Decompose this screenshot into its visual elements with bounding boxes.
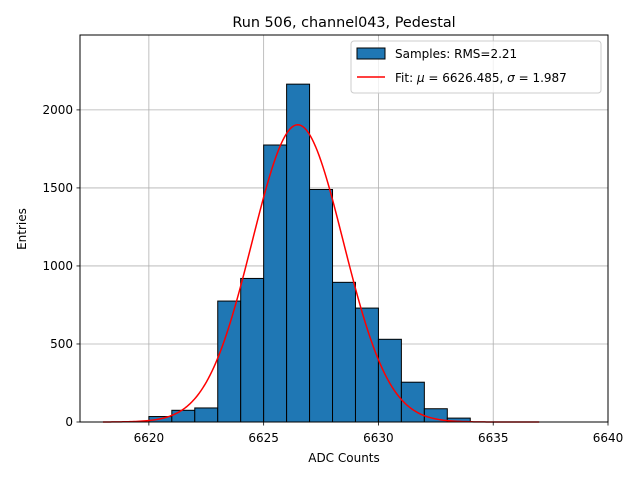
- legend-fit-mu-value: = 6626.485,: [425, 71, 508, 85]
- legend-fit-sigma-symbol: σ: [507, 71, 515, 85]
- legend-fit-mu-symbol: μ: [416, 71, 425, 85]
- legend-fit-prefix: Fit:: [395, 71, 417, 85]
- histogram-bar-4: [240, 277, 265, 423]
- y-tick-label-0: 0: [65, 415, 73, 429]
- x-tick-label-3: 6635: [478, 431, 509, 445]
- histogram-bar-3: [217, 300, 242, 423]
- legend-label-samples: Samples: RMS=2.21: [395, 47, 517, 61]
- x-axis-label: ADC Counts: [308, 451, 380, 465]
- y-axis-ticks: 0 500 1000 1500 2000: [42, 103, 80, 429]
- x-axis-ticks: 6620 6625 6630 6635 6640: [134, 422, 624, 445]
- y-tick-label-3: 1500: [42, 181, 73, 195]
- x-tick-label-2: 6630: [363, 431, 394, 445]
- x-tick-label-1: 6625: [248, 431, 279, 445]
- histogram-bar-8: [332, 281, 356, 423]
- histogram-bar-1: [171, 409, 196, 423]
- y-tick-label-1: 500: [50, 337, 73, 351]
- x-tick-label-4: 6640: [593, 431, 624, 445]
- legend-fit-sigma-value: = 1.987: [515, 71, 567, 85]
- y-axis-label: Entries: [15, 208, 29, 250]
- legend-label-fit: Fit: μ = 6626.485, σ = 1.987: [395, 71, 567, 85]
- legend-patch-samples: [356, 47, 386, 60]
- y-tick-label-4: 2000: [42, 103, 73, 117]
- x-tick-label-0: 6620: [134, 431, 165, 445]
- histogram-bar-2: [194, 407, 219, 423]
- legend: Samples: RMS=2.21 Fit: μ = 6626.485, σ =…: [350, 40, 602, 94]
- histogram-bar-9: [354, 307, 379, 423]
- chart-title: Run 506, channel043, Pedestal: [232, 15, 455, 31]
- y-tick-label-2: 1000: [42, 259, 73, 273]
- histogram-bar-7: [309, 188, 334, 423]
- legend-frame: [350, 40, 602, 94]
- histogram-bars: [148, 83, 471, 423]
- histogram-bar-10: [377, 338, 402, 423]
- plot-frame: [79, 34, 609, 423]
- histogram-bar-6: [286, 83, 311, 423]
